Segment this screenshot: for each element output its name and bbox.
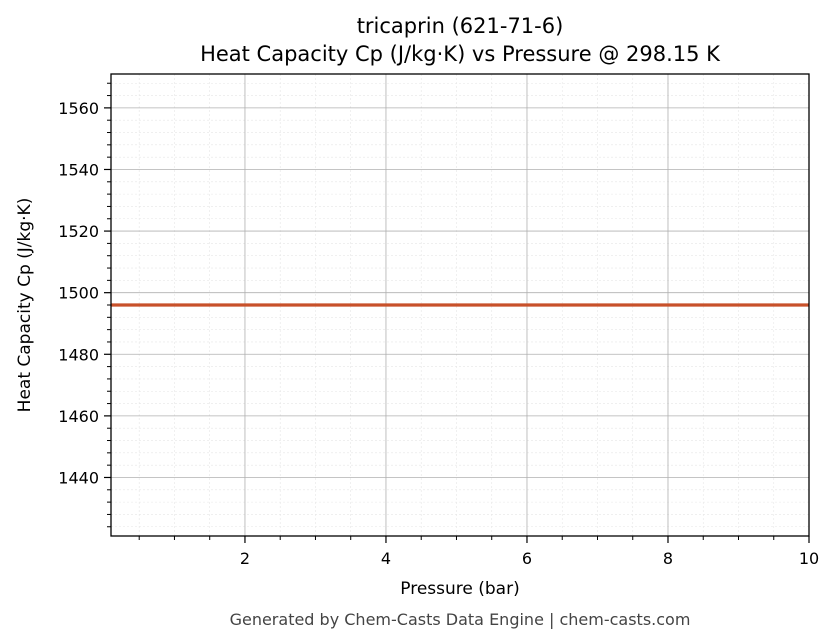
x-tick-label: 8 <box>663 549 673 568</box>
x-axis: 2 4 6 8 10 <box>138 536 819 568</box>
x-tick-label: 2 <box>240 549 250 568</box>
y-tick-label: 1440 <box>58 468 99 487</box>
x-tick-label: 4 <box>381 549 391 568</box>
y-axis: 1440 1460 1480 1500 1520 1540 1560 <box>58 82 111 528</box>
x-axis-label: Pressure (bar) <box>400 579 519 599</box>
y-tick-label: 1460 <box>58 407 99 426</box>
y-tick-label: 1540 <box>58 160 99 179</box>
y-tick-label: 1480 <box>58 345 99 364</box>
y-axis-label: Heat Capacity Cp (J/kg·K) <box>15 198 35 413</box>
y-tick-label: 1520 <box>58 222 99 241</box>
y-tick-label: 1500 <box>58 284 99 303</box>
x-tick-label: 6 <box>522 549 532 568</box>
chart-subtitle: Heat Capacity Cp (J/kg·K) vs Pressure @ … <box>200 42 721 66</box>
footer-credit: Generated by Chem-Casts Data Engine | ch… <box>230 610 691 629</box>
chart-title: tricaprin (621-71-6) <box>357 14 564 38</box>
x-tick-label: 10 <box>799 549 819 568</box>
y-tick-label: 1560 <box>58 99 99 118</box>
minor-grid <box>111 74 809 536</box>
